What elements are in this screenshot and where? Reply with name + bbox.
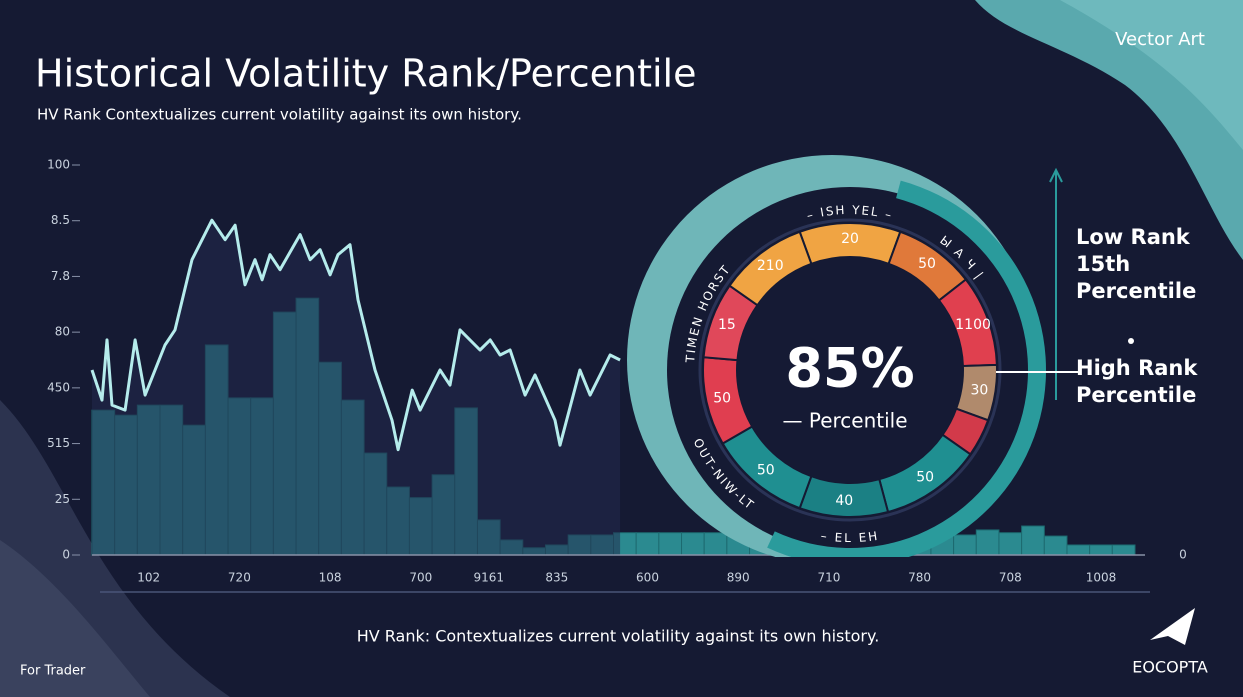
corner-shape <box>0 540 150 697</box>
x-tick-label: 600 <box>636 571 659 585</box>
footer-left: For Trader <box>20 664 86 679</box>
gauge-sublabel: — Percentile <box>782 409 907 433</box>
annotations: Low Rank 15th Percentile High Rank Percentil… <box>996 167 1198 407</box>
gauge-segment-label: 50 <box>918 256 936 272</box>
brand: EOCOPTA <box>1132 658 1208 677</box>
bar <box>681 532 705 556</box>
bar <box>658 532 683 556</box>
logo <box>1150 608 1195 645</box>
annotation-line: Percentile <box>1076 279 1196 303</box>
gauge-inner-line <box>698 218 1002 522</box>
bar <box>635 532 660 556</box>
subtitle: HV Rank Contextualizes current volatilit… <box>37 106 522 124</box>
bar <box>1089 544 1113 556</box>
caption: HV Rank: Contextualizes current volatili… <box>357 627 880 646</box>
gauge-value: 85% <box>785 337 914 400</box>
y-tick-label: 7.8 <box>51 269 70 283</box>
connector-dot <box>1128 338 1134 344</box>
x-tick-label: 890 <box>727 571 750 585</box>
gauge-segment-label: 210 <box>757 258 784 274</box>
x-tick-label: 1008 <box>1086 571 1117 585</box>
bar <box>953 534 977 556</box>
x-tick-label: 780 <box>908 571 931 585</box>
x-tick-label: 708 <box>999 571 1022 585</box>
y-tick-label: 25 <box>55 492 70 506</box>
x-tick-label: 710 <box>817 571 840 585</box>
annotation-line: Low Rank <box>1076 225 1191 249</box>
annotation-line: 15th <box>1076 252 1130 276</box>
gauge-segment-label: 1100 <box>955 317 991 333</box>
bar <box>703 532 728 556</box>
bar <box>1021 525 1045 556</box>
corner-shape <box>1060 0 1243 150</box>
annotation-line: Percentile <box>1076 383 1196 407</box>
ring-text: – ISH YEL – <box>805 202 895 222</box>
y-tick-label: 80 <box>55 325 70 339</box>
ring-text-path: – EL EH <box>820 528 878 544</box>
gauge-segment-label: 30 <box>970 382 988 398</box>
gauge-segment-label: 50 <box>916 469 934 485</box>
arrow-head <box>1049 167 1063 183</box>
annotation-line: High Rank <box>1076 356 1198 380</box>
gauge-segment-label: 50 <box>757 462 775 478</box>
gauge-center <box>737 257 963 483</box>
y-tick-label: 450 <box>47 380 70 394</box>
line-area <box>92 220 621 555</box>
title: Historical Volatility Rank/Percentile <box>35 52 696 96</box>
line <box>90 218 621 452</box>
y-tick-label: 100 <box>47 158 70 172</box>
bar <box>1043 535 1068 556</box>
gauge-segment-label: 20 <box>841 231 859 247</box>
x-tick-label: 720 <box>228 571 251 585</box>
ring-text: – EL EH <box>820 528 880 544</box>
bar <box>998 532 1023 556</box>
gauge-segment-label: 50 <box>713 390 731 406</box>
x-tick-label: 9161 <box>474 571 505 585</box>
badge: Vector Art <box>1115 29 1205 50</box>
bar <box>1066 544 1091 556</box>
x-tick-label: 835 <box>545 571 568 585</box>
bar <box>975 529 1000 556</box>
x-tick-label: 700 <box>409 571 432 585</box>
y-tick-label: 8.5 <box>51 213 70 227</box>
right-axis-label: 0 <box>1179 548 1187 562</box>
gauge-segment-label: 15 <box>718 317 736 333</box>
x-tick-label: 102 <box>137 571 160 585</box>
y-tick-label: 0 <box>62 548 70 562</box>
bar <box>1111 544 1136 556</box>
y-tick-label: 515 <box>47 436 70 450</box>
x-tick-label: 108 <box>319 571 342 585</box>
ring-text-path: – ISH YEL – <box>805 202 893 222</box>
gauge-segment-label: 40 <box>835 493 853 509</box>
